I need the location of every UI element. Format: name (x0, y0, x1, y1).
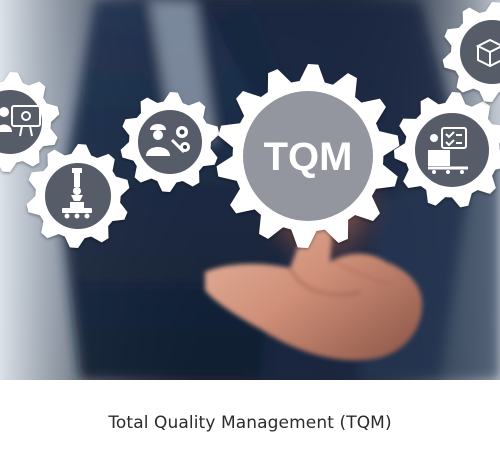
gear-left-edge-ring (0, 88, 44, 156)
gear-machine-check-ring (413, 111, 491, 189)
gear-package (442, 2, 500, 102)
gear-tqm-center-ring (241, 89, 375, 223)
engineer-monitor-icon (0, 105, 41, 137)
photo-background: TQM (0, 0, 500, 380)
gear-package-hub (459, 19, 500, 85)
tqm-gear-label: TQM (264, 135, 353, 179)
robot-arm-conveyor-icon (62, 168, 92, 219)
gear-package-ring (458, 18, 500, 86)
machine-checklist-icon (428, 127, 468, 174)
gear-robot-arm-ring (43, 161, 113, 231)
worker-gears-icon (146, 124, 190, 156)
pointing-hand (205, 199, 423, 361)
caption-bar: Total Quality Management (TQM) (0, 380, 500, 461)
gear-worker-ring (136, 108, 204, 176)
gear-tqm-center (216, 64, 400, 248)
gear-tqm-center-hub (242, 90, 374, 222)
caption-title: Total Quality Management (TQM) (108, 412, 392, 433)
package-box-icon (475, 38, 500, 68)
